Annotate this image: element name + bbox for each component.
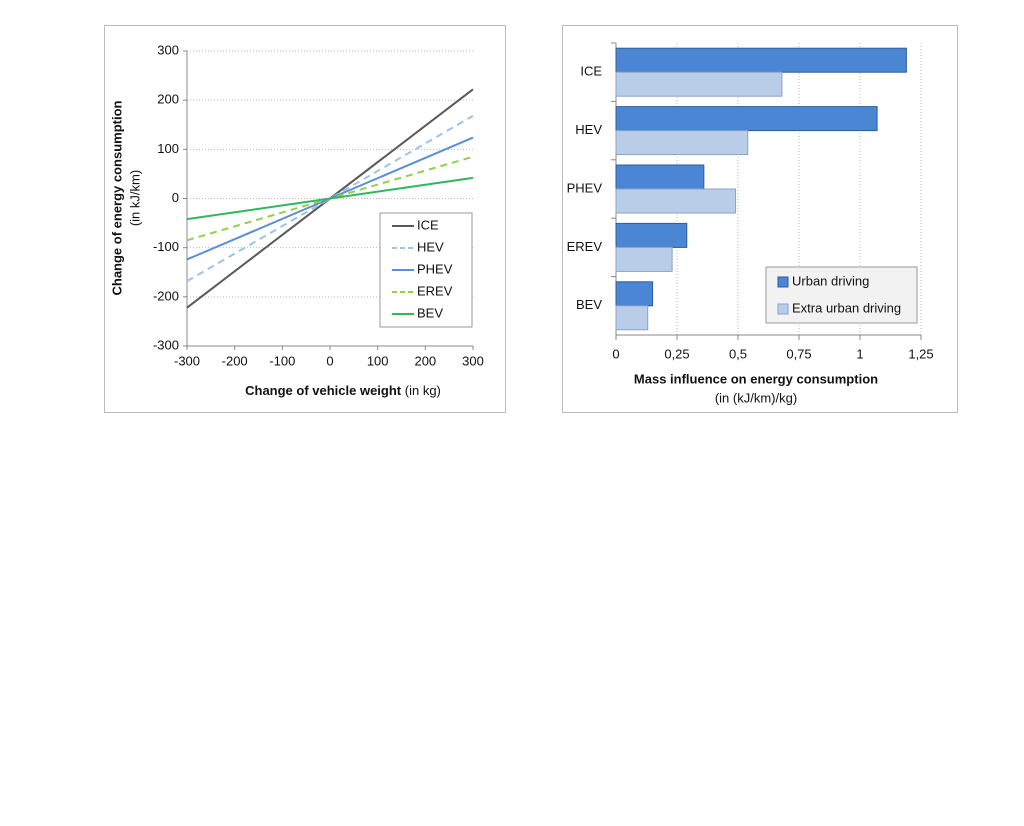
- legend-label: PHEV: [417, 261, 453, 276]
- bar: [615, 281, 654, 307]
- y-tick-label: HEV: [575, 122, 602, 137]
- y-tick-label: EREV: [567, 239, 603, 254]
- x-tick-label: 0,5: [729, 346, 747, 361]
- left-frame: [104, 25, 506, 413]
- x-tick-label: -300: [174, 353, 200, 368]
- legend-label: HEV: [417, 239, 444, 254]
- x-axis-unit: (in (kJ/km)/kg): [715, 390, 797, 405]
- y-tick-label: -100: [153, 239, 179, 254]
- x-axis-label: Mass influence on energy consumption: [634, 371, 878, 386]
- y-axis-label: Change of energy consumption: [109, 100, 124, 295]
- series-line: [186, 176, 474, 221]
- y-tick-label: 200: [157, 92, 179, 107]
- x-tick-label: 1: [856, 346, 863, 361]
- x-axis-unit: (in kg): [405, 383, 441, 398]
- legend-label: BEV: [417, 305, 443, 320]
- x-tick-label: 100: [367, 353, 389, 368]
- bar: [615, 246, 673, 272]
- legend-box: [765, 266, 918, 324]
- x-axis-label: Change of vehicle weight (in kg): [245, 383, 441, 398]
- x-tick-label: 200: [414, 353, 436, 368]
- bar: [615, 305, 649, 331]
- legend-label: EREV: [417, 283, 453, 298]
- bar: [615, 130, 749, 156]
- y-axis-unit: (in kJ/km): [127, 170, 142, 226]
- y-tick-label: 100: [157, 141, 179, 156]
- x-tick-label: 0: [612, 346, 619, 361]
- x-tick-label: -200: [222, 353, 248, 368]
- right-frame: [562, 25, 958, 413]
- y-tick-label: PHEV: [567, 180, 603, 195]
- x-tick-label: 0,25: [664, 346, 689, 361]
- bar: [615, 222, 688, 248]
- x-tick-label: 1,25: [908, 346, 933, 361]
- bar: [615, 47, 907, 73]
- bar: [615, 106, 878, 132]
- y-tick-label: -300: [153, 337, 179, 352]
- x-tick-label: 0: [326, 353, 333, 368]
- x-tick-label: -100: [269, 353, 295, 368]
- x-tick-label: 300: [462, 353, 484, 368]
- y-tick-label: BEV: [576, 297, 602, 312]
- x-tick-label: 0,75: [786, 346, 811, 361]
- legend-label: ICE: [417, 217, 439, 232]
- bar: [615, 164, 705, 190]
- y-tick-label: 0: [172, 190, 179, 205]
- y-tick-label: -200: [153, 288, 179, 303]
- legend-label: Urban driving: [792, 273, 869, 288]
- legend-swatch: [777, 276, 789, 288]
- y-tick-label: 300: [157, 42, 179, 57]
- legend-label: Extra urban driving: [792, 300, 901, 315]
- legend-swatch: [777, 303, 789, 315]
- bar: [615, 71, 783, 97]
- bar: [615, 188, 737, 214]
- x-axis-title: Change of vehicle weight: [245, 383, 402, 398]
- y-tick-label: ICE: [580, 64, 602, 79]
